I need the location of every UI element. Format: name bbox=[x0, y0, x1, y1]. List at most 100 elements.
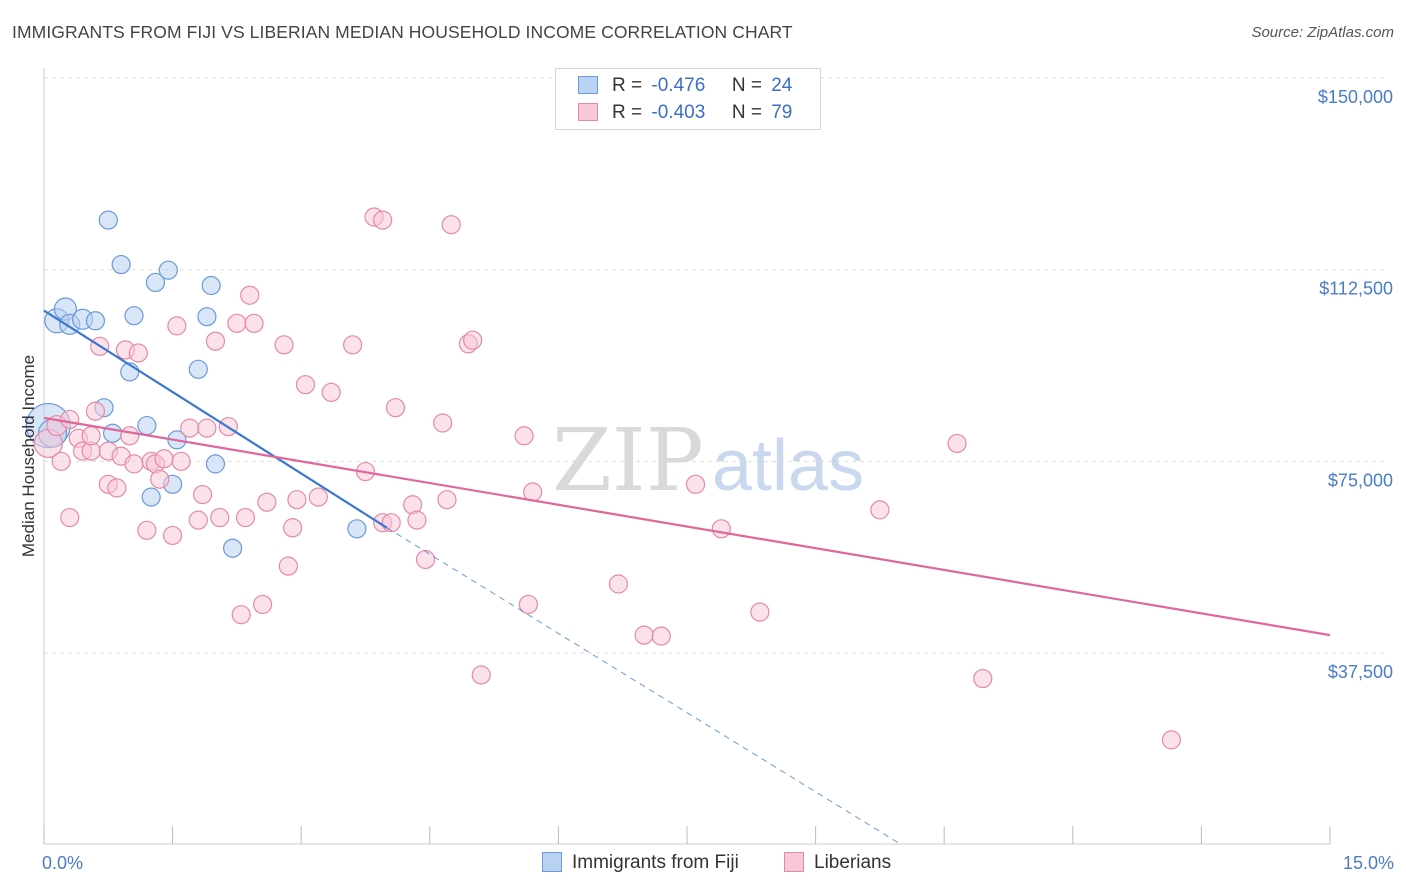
lib-point bbox=[343, 335, 363, 355]
legend-n-label: N = bbox=[731, 75, 762, 96]
watermark-atlas: atlas bbox=[712, 426, 864, 506]
lib-point bbox=[85, 401, 106, 421]
axis-layer: $150,000 $112,500 $75,000 $37,500 0.0% 15.0% bbox=[42, 68, 1394, 873]
lib-point bbox=[750, 602, 770, 622]
trend-layer bbox=[43, 309, 1331, 846]
legend-r-label: R = bbox=[612, 102, 643, 123]
y-tick-label: $75,000 bbox=[1328, 470, 1393, 490]
lib-point bbox=[437, 490, 457, 510]
y-tick-label: $37,500 bbox=[1328, 662, 1393, 682]
legend-row-fiji: R = -0.476 N = 24 bbox=[578, 75, 792, 99]
lib-point bbox=[205, 331, 226, 351]
legend-r-label: R = bbox=[612, 75, 643, 96]
lib-point bbox=[274, 335, 294, 355]
legend-n-label: N = bbox=[731, 102, 762, 123]
lib-point bbox=[947, 433, 967, 454]
lib-point bbox=[235, 507, 256, 528]
fiji-trend-line bbox=[43, 309, 388, 529]
y-tick-label: $150,000 bbox=[1318, 87, 1393, 107]
lib-point bbox=[210, 507, 230, 528]
lib-point bbox=[385, 398, 406, 418]
lib-point bbox=[287, 490, 307, 510]
lib-point bbox=[471, 665, 491, 685]
legend-n-value: 24 bbox=[771, 75, 793, 96]
lib-point bbox=[441, 215, 461, 235]
lib-point bbox=[685, 474, 706, 494]
lib-point bbox=[278, 556, 298, 576]
lib-point bbox=[463, 330, 483, 350]
bottom-legend-fiji: Immigrants from Fiji bbox=[542, 852, 739, 874]
lib-point bbox=[171, 451, 191, 471]
lib-point bbox=[124, 454, 144, 474]
watermark: ZIP atlas bbox=[552, 411, 864, 511]
lib-point bbox=[433, 413, 453, 433]
lib-point bbox=[81, 426, 101, 446]
fiji-point bbox=[188, 359, 208, 379]
fiji-swatch bbox=[542, 852, 562, 872]
legend-r-value: -0.403 bbox=[651, 102, 706, 123]
fiji-point bbox=[124, 306, 144, 326]
legend-r-value: -0.476 bbox=[651, 75, 706, 96]
lib-point bbox=[128, 343, 148, 363]
fiji-point bbox=[111, 254, 131, 275]
lib-point bbox=[60, 507, 80, 528]
lib-point bbox=[870, 500, 890, 520]
fiji-point bbox=[98, 210, 118, 230]
lib-point bbox=[295, 375, 316, 395]
y-tick-label: $112,500 bbox=[1319, 279, 1393, 299]
fiji-point bbox=[102, 423, 123, 443]
lib-point bbox=[711, 519, 731, 539]
lib-point bbox=[197, 418, 217, 438]
lib-point bbox=[651, 626, 671, 646]
y-axis-label: Median Household Income bbox=[19, 355, 38, 557]
fiji-point bbox=[85, 311, 106, 331]
liberians-swatch bbox=[578, 103, 598, 121]
fiji-point bbox=[201, 275, 221, 296]
lib-point bbox=[1161, 730, 1181, 750]
lib-point bbox=[163, 525, 183, 546]
fiji-point bbox=[205, 454, 226, 474]
fiji-legend-label: Immigrants from Fiji bbox=[572, 852, 739, 873]
fiji-point bbox=[223, 538, 243, 558]
x-tick-label-max: 15.0% bbox=[1343, 853, 1394, 873]
lib-point bbox=[283, 518, 303, 538]
lib-point bbox=[321, 382, 341, 402]
source-credit: Source: ZipAtlas.com bbox=[1251, 24, 1394, 41]
lib-point bbox=[150, 469, 170, 489]
lib-point bbox=[231, 605, 251, 625]
lib-point bbox=[514, 426, 534, 446]
lib-point bbox=[227, 313, 247, 333]
fiji-point bbox=[137, 415, 157, 436]
lib-point bbox=[137, 520, 157, 540]
lib-point bbox=[407, 510, 427, 530]
fiji-point bbox=[197, 307, 217, 327]
lib-point bbox=[253, 594, 273, 615]
lib-point bbox=[381, 513, 401, 533]
lib-point bbox=[193, 484, 213, 505]
lib-point bbox=[257, 492, 277, 512]
lib-point bbox=[608, 574, 629, 594]
lib-point bbox=[120, 426, 140, 446]
lib-point bbox=[415, 549, 436, 570]
fiji-point bbox=[158, 260, 178, 280]
lib-trend-line bbox=[43, 416, 1331, 637]
lib-point bbox=[180, 418, 200, 438]
liberians-legend-label: Liberians bbox=[814, 852, 892, 873]
lib-point bbox=[51, 451, 71, 471]
chart-title: IMMIGRANTS FROM FIJI VS LIBERIAN MEDIAN … bbox=[12, 22, 793, 42]
fiji-swatch bbox=[578, 76, 598, 94]
fiji-point bbox=[145, 272, 166, 293]
fiji-point bbox=[141, 487, 161, 507]
lib-point bbox=[634, 625, 654, 645]
grid-layer bbox=[44, 77, 1386, 654]
lib-point bbox=[373, 210, 393, 230]
lib-point bbox=[60, 409, 80, 430]
lib-point bbox=[518, 594, 538, 615]
fiji-point bbox=[347, 519, 367, 539]
lib-point bbox=[167, 316, 187, 336]
legend-n-value: 79 bbox=[771, 102, 793, 123]
lib-point bbox=[154, 449, 174, 469]
lib-point bbox=[107, 478, 127, 498]
liberians-swatch bbox=[784, 852, 804, 872]
